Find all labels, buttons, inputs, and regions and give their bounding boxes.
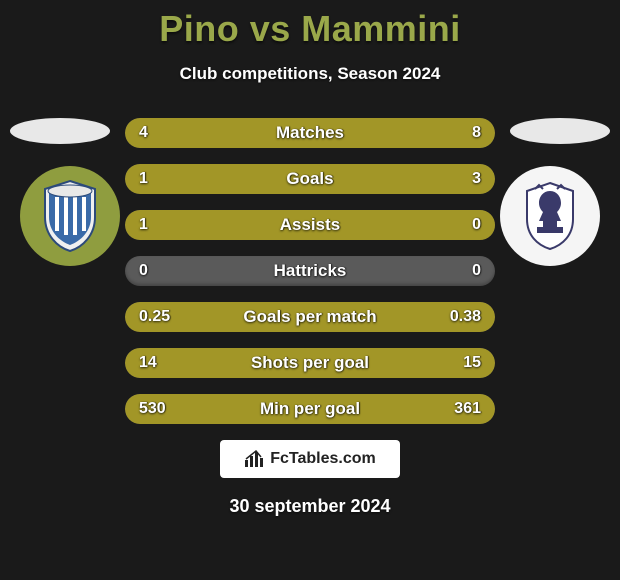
stat-label: Goals	[125, 164, 495, 194]
stat-bar: 10Assists	[125, 210, 495, 240]
stat-bar: 00Hattricks	[125, 256, 495, 286]
stat-bars: 48Matches 13Goals 10Assists 00Hattricks 0.25…	[125, 118, 495, 424]
shadow-ellipse-right	[510, 118, 610, 144]
bar-chart-icon	[244, 450, 264, 468]
stat-bar: 13Goals	[125, 164, 495, 194]
stat-bar: 0.250.38Goals per match	[125, 302, 495, 332]
stat-bar: 1415Shots per goal	[125, 348, 495, 378]
stat-label: Hattricks	[125, 256, 495, 286]
stat-bar: 530361Min per goal	[125, 394, 495, 424]
stat-bar: 48Matches	[125, 118, 495, 148]
club-badge-right	[500, 166, 600, 266]
stat-label: Goals per match	[125, 302, 495, 332]
comparison-title: Pino vs Mammini	[0, 0, 620, 50]
comparison-stage: 48Matches 13Goals 10Assists 00Hattricks 0.25…	[0, 118, 620, 424]
knight-icon	[517, 177, 583, 255]
stat-label: Min per goal	[125, 394, 495, 424]
comparison-subtitle: Club competitions, Season 2024	[0, 64, 620, 84]
stat-label: Matches	[125, 118, 495, 148]
comparison-date: 30 september 2024	[0, 496, 620, 517]
brand-badge[interactable]: FcTables.com	[220, 440, 400, 478]
club-badge-left	[20, 166, 120, 266]
stat-label: Shots per goal	[125, 348, 495, 378]
shadow-ellipse-left	[10, 118, 110, 144]
shield-icon	[37, 177, 103, 255]
stat-label: Assists	[125, 210, 495, 240]
brand-label: FcTables.com	[270, 450, 376, 468]
